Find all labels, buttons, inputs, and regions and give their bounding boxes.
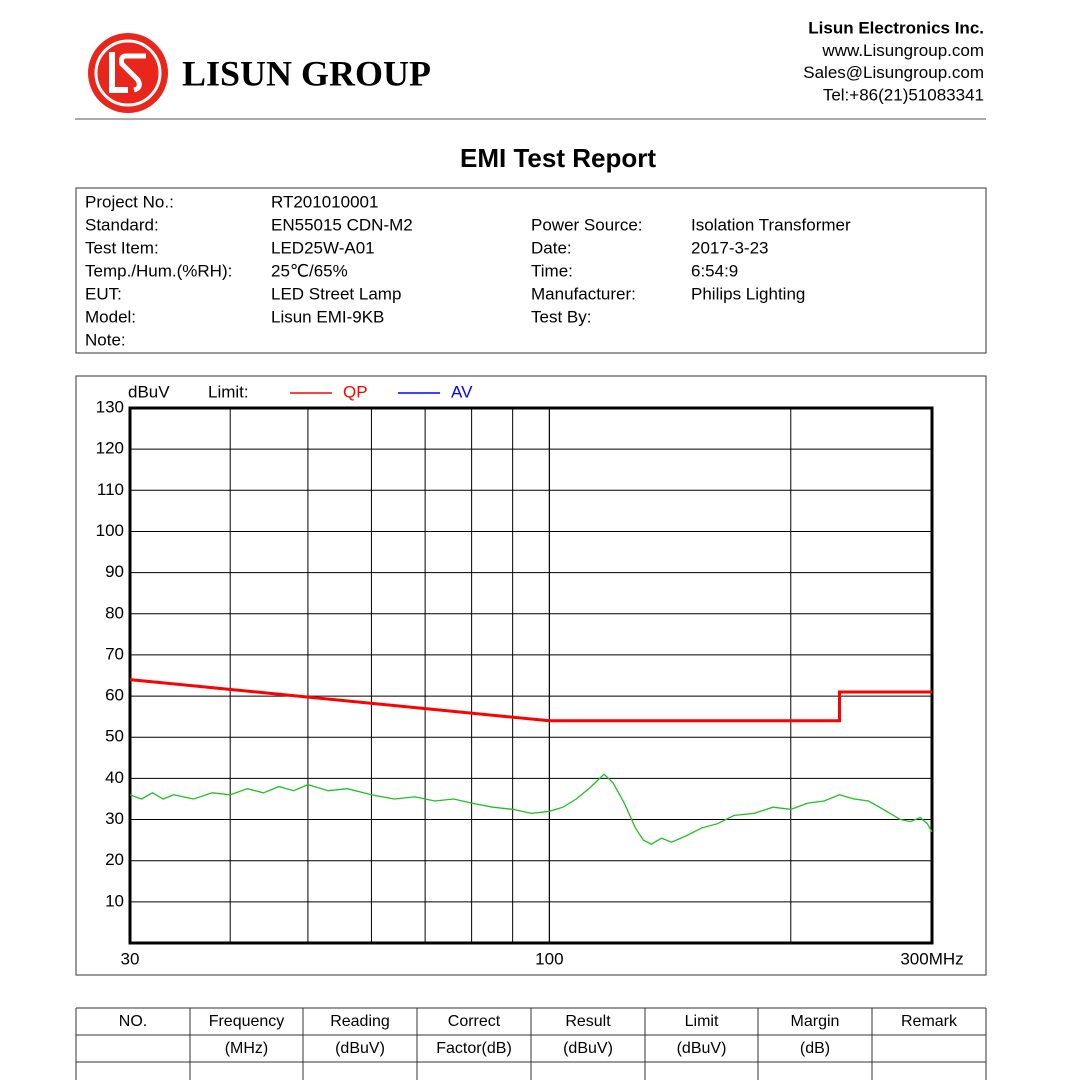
y-tick-label: 80 <box>105 603 124 622</box>
table-header-cell: NO. <box>119 1013 147 1030</box>
legend-title: Limit: <box>208 382 249 401</box>
info-label: Time: <box>531 261 573 280</box>
table-header-cell: Frequency <box>209 1013 285 1030</box>
y-tick-label: 60 <box>105 686 124 705</box>
report-title: EMI Test Report <box>460 143 656 173</box>
info-value: RT201010001 <box>271 192 378 211</box>
info-box <box>75 187 987 354</box>
y-tick-label: 130 <box>96 397 124 416</box>
info-value: Isolation Transformer <box>691 215 851 234</box>
table-header-cell: (dBuV) <box>677 1040 727 1057</box>
y-tick-label: 110 <box>97 480 124 499</box>
contact-line: Tel:+86(21)51083341 <box>823 85 984 104</box>
y-tick-label: 20 <box>105 850 124 869</box>
table-header-cell: Limit <box>685 1013 719 1030</box>
table-header-cell: Remark <box>901 1013 958 1030</box>
series-line <box>129 678 932 723</box>
info-value: LED Street Lamp <box>271 284 401 303</box>
info-label: Project No.: <box>85 192 174 211</box>
info-label: Manufacturer: <box>531 284 636 303</box>
info-value: 2017-3-23 <box>691 238 769 257</box>
company-name: LISUN GROUP <box>182 53 431 93</box>
table-header-cell: (MHz) <box>225 1040 269 1057</box>
x-tick-label: 100 <box>535 949 563 968</box>
x-tick-label: 30 <box>121 949 140 968</box>
logo <box>88 33 168 113</box>
info-value: LED25W-A01 <box>271 238 375 257</box>
info-label: Power Source: <box>531 215 643 234</box>
y-tick-label: 70 <box>105 644 124 663</box>
info-label: Standard: <box>85 215 159 234</box>
table-header-cell: Margin <box>791 1013 840 1030</box>
info-value: EN55015 CDN-M2 <box>271 215 413 234</box>
info-label: Model: <box>85 307 136 326</box>
table-header-cell: (dBuV) <box>563 1040 613 1057</box>
series-line <box>129 773 933 845</box>
info-label: Test By: <box>531 307 591 326</box>
chart-box <box>75 375 987 976</box>
contact-line: Sales@Lisungroup.com <box>803 63 984 82</box>
legend-label: QP <box>343 382 368 401</box>
info-value: Lisun EMI-9KB <box>271 307 384 326</box>
y-tick-label: 90 <box>105 562 124 581</box>
info-value: 6:54:9 <box>691 261 738 280</box>
info-value: Philips Lighting <box>691 284 805 303</box>
info-label: Test Item: <box>85 238 159 257</box>
info-label: Date: <box>531 238 572 257</box>
table-header-cell: Correct <box>448 1013 501 1030</box>
table-header-cell: Reading <box>330 1013 390 1030</box>
info-label: Temp./Hum.(%RH): <box>85 261 232 280</box>
info-value: 25℃/65% <box>271 261 348 280</box>
y-tick-label: 10 <box>105 891 124 910</box>
y-tick-label: 40 <box>105 768 124 787</box>
y-tick-label: 30 <box>105 809 124 828</box>
plot-frame <box>128 406 934 945</box>
y-tick-label: 120 <box>96 439 124 458</box>
table-header-cell: (dBuV) <box>335 1040 385 1057</box>
table-header-cell: Factor(dB) <box>436 1040 512 1057</box>
x-tick-label: 300MHz <box>900 949 963 968</box>
info-label: Note: <box>85 330 126 349</box>
info-label: EUT: <box>85 284 122 303</box>
y-tick-label: 50 <box>105 727 124 746</box>
contact-line: Lisun Electronics Inc. <box>808 18 984 37</box>
legend-label: AV <box>451 382 473 401</box>
y-axis-label: dBuV <box>128 382 170 401</box>
table-header-cell: Result <box>565 1013 611 1030</box>
contact-line: www.Lisungroup.com <box>821 41 984 60</box>
table-header-cell: (dB) <box>800 1040 830 1057</box>
y-tick-label: 100 <box>96 521 124 540</box>
